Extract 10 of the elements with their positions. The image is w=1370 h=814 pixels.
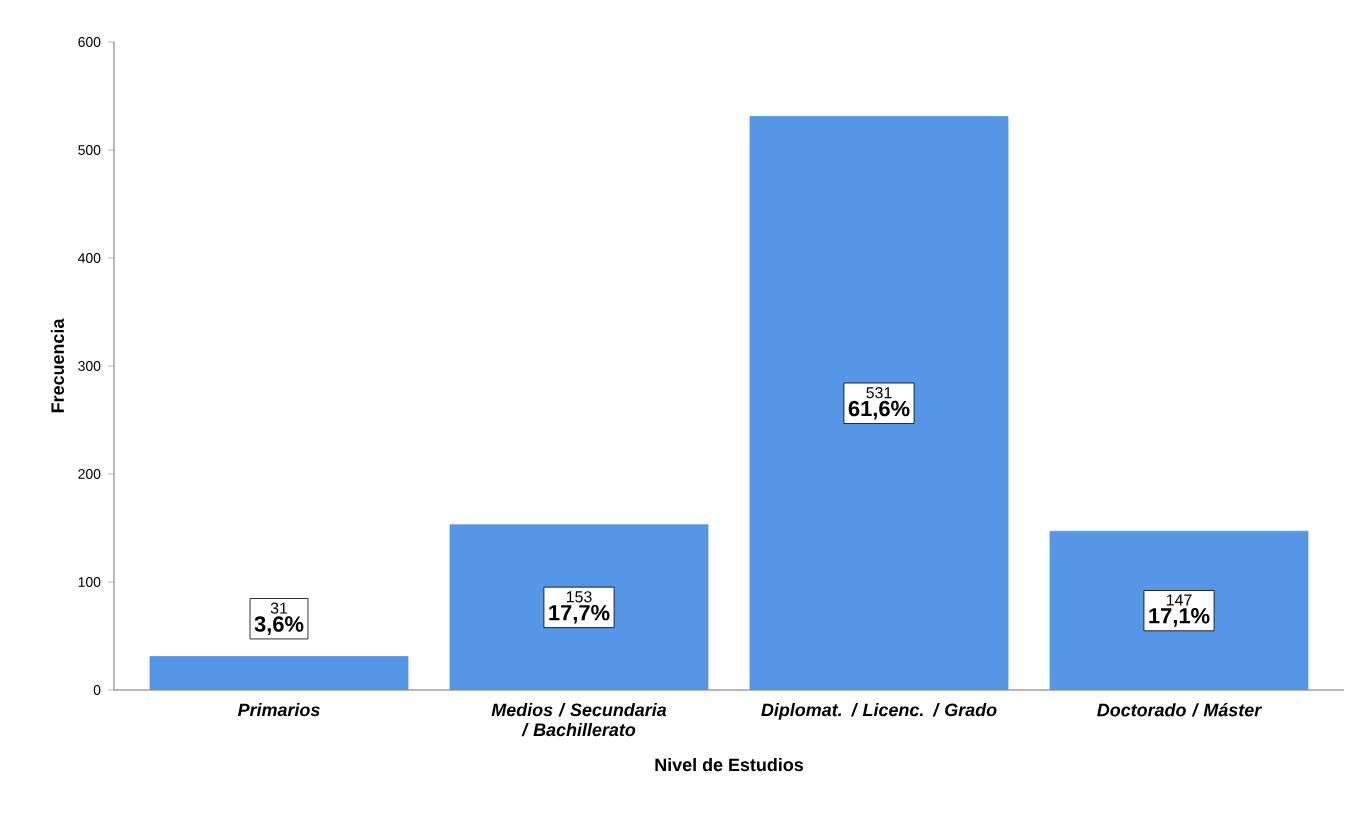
x-tick-label: Medios / Secundaria / Bachillerato [491,703,667,737]
x-tick-label: Primarios [237,703,320,717]
x-tick-label: Doctorado / Máster [1097,703,1262,717]
x-axis-title: Nivel de Estudios [655,757,804,772]
annotation: 3,6% [254,616,304,635]
y-axis-title: Frecuencia [50,318,65,413]
annotation: 17,1% [1149,608,1210,627]
x-tick-label: Diplomat. / Licenc. / Grado [761,703,997,720]
annotation: 61,6% [848,400,910,420]
annotation: 17,7% [549,604,610,624]
